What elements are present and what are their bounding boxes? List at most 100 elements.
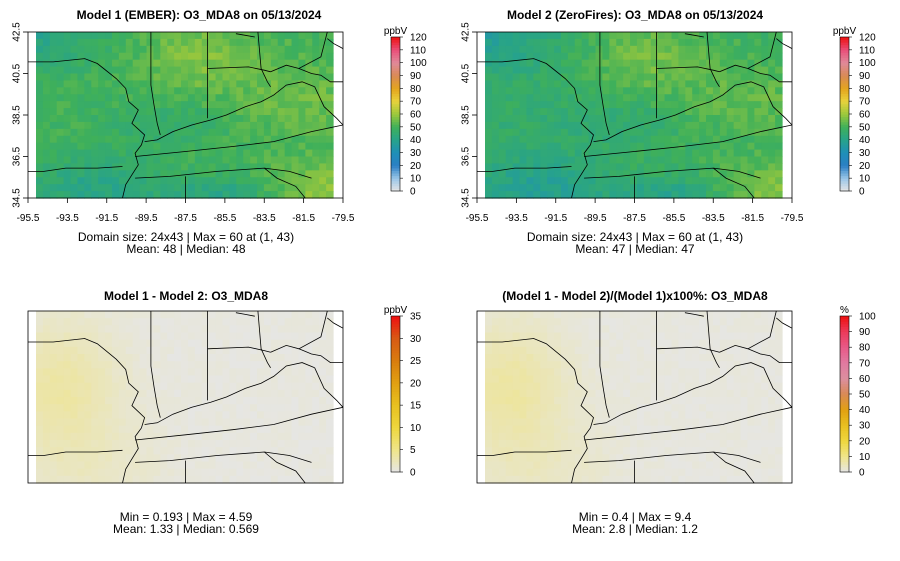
grid-cell (567, 382, 576, 391)
grid-cell (595, 149, 604, 158)
grid-cell (215, 142, 224, 151)
grid-cell (36, 121, 44, 130)
grid-cell (485, 128, 493, 137)
grid-cell (70, 121, 79, 130)
grid-cell (139, 368, 148, 377)
grid-cell (153, 177, 161, 185)
grid-cell (719, 425, 728, 434)
grid-cell (326, 411, 334, 420)
grid-cell (70, 325, 79, 334)
grid-cell (526, 115, 534, 123)
grid-cell (775, 346, 783, 355)
grid-cell (526, 432, 534, 441)
grid-cell (250, 73, 258, 82)
grid-cell (36, 108, 44, 116)
grid-cell (609, 32, 617, 40)
grid-cell (643, 425, 652, 434)
grid-cell (554, 191, 562, 199)
grid-cell (733, 73, 742, 82)
grid-cell (63, 45, 72, 54)
grid-cell (284, 454, 293, 463)
grid-cell (581, 101, 590, 109)
grid-cell (167, 38, 175, 47)
grid-cell (609, 45, 617, 54)
grid-cell (42, 440, 51, 448)
grid-cell (194, 425, 203, 434)
grid-cell (187, 325, 196, 334)
grid-cell (554, 432, 562, 441)
x-tick-label: -89.5 (135, 213, 158, 224)
grid-cell (754, 32, 762, 40)
grid-cell (56, 468, 65, 477)
grid-cell (277, 170, 286, 178)
grid-cell (105, 170, 113, 178)
grid-cell (719, 80, 728, 88)
grid-cell (187, 440, 196, 448)
grid-cell (277, 32, 286, 40)
grid-cell (42, 32, 51, 40)
grid-cell (775, 475, 783, 484)
grid-cell (284, 45, 293, 54)
grid-cell (671, 149, 679, 158)
grid-cell (706, 432, 714, 441)
grid-cell (118, 425, 127, 434)
grid-cell (512, 425, 521, 434)
state-border (584, 406, 793, 441)
grid-cell (533, 361, 541, 369)
state-border (298, 68, 343, 83)
grid-cell (512, 432, 521, 441)
grid-cell (505, 142, 514, 151)
grid-cell (194, 73, 203, 82)
grid-cell (740, 87, 749, 95)
grid-cell (146, 411, 155, 420)
grid-cell (533, 121, 541, 130)
colorbar-segment (391, 170, 400, 174)
grid-cell (305, 454, 313, 463)
grid-cell (595, 128, 604, 137)
grid-cell (118, 142, 127, 151)
grid-cell (229, 397, 237, 405)
grid-cell (63, 38, 72, 47)
x-tick-label: -93.5 (56, 213, 79, 224)
colorbar-segment (391, 52, 400, 56)
grid-cell (222, 368, 230, 377)
grid-cell (98, 375, 106, 384)
grid-cell (650, 404, 659, 412)
grid-cell (719, 447, 728, 455)
colorbar-segment (391, 326, 400, 330)
grid-cell (236, 432, 244, 441)
grid-cell (257, 404, 265, 412)
colorbar-segment (840, 75, 849, 79)
grid-cell (533, 354, 541, 362)
colorbar-segment (391, 399, 400, 403)
grid-cell (236, 94, 244, 102)
grid-cell (533, 411, 541, 420)
grid-cell (623, 121, 631, 130)
grid-cell (768, 375, 776, 384)
grid-cell (567, 411, 576, 420)
colorbar-tick-label: 90 (859, 327, 871, 338)
grid-cell (243, 468, 251, 477)
grid-cell (547, 361, 555, 369)
grid-cell (671, 461, 679, 470)
grid-cell (167, 397, 175, 405)
grid-cell (699, 440, 707, 448)
grid-cell (609, 325, 617, 334)
grid-cell (208, 73, 217, 82)
grid-cell (56, 440, 65, 448)
grid-cell (326, 66, 334, 75)
grid-cell (740, 128, 749, 137)
grid-cell (505, 66, 514, 75)
grid-cell (643, 397, 652, 405)
grid-cell (201, 66, 210, 75)
grid-cell (768, 404, 776, 412)
grid-cell (194, 38, 203, 47)
grid-cell (505, 375, 514, 384)
grid-cell (643, 325, 652, 334)
grid-cell (547, 108, 555, 116)
grid-cell (236, 149, 244, 158)
grid-cell (491, 332, 500, 341)
grid-cell (630, 184, 638, 192)
grid-cell (263, 440, 272, 448)
grid-cell (326, 177, 334, 185)
